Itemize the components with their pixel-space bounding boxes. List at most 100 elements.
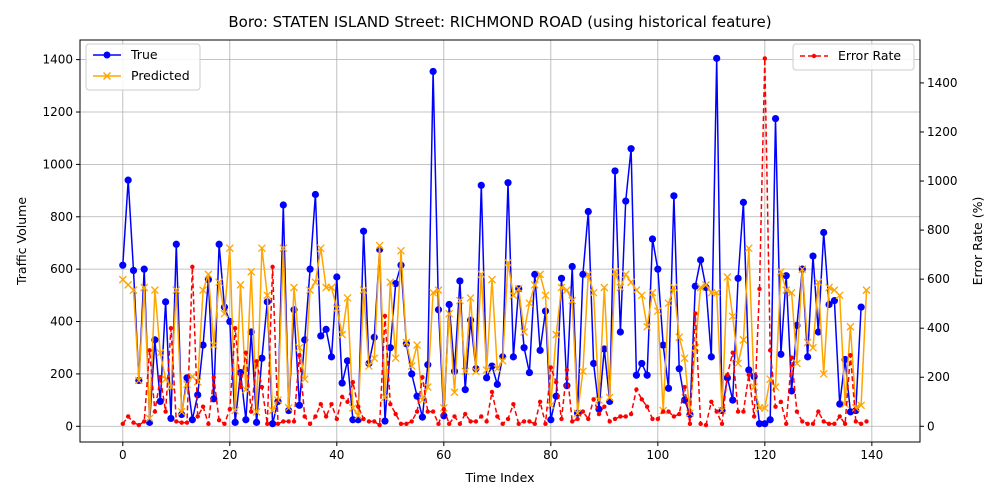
point-error-rate: [778, 399, 784, 404]
point-error-rate: [655, 416, 661, 422]
point-predicted: [568, 296, 577, 305]
point-true: [178, 410, 186, 419]
point-predicted: [728, 312, 737, 321]
point-predicted: [675, 333, 684, 342]
point-predicted: [584, 270, 593, 279]
point-error-rate: [131, 420, 136, 425]
point-error-rate: [612, 416, 618, 422]
point-error-rate: [698, 421, 703, 427]
point-error-rate: [356, 404, 361, 409]
point-error-rate: [473, 419, 479, 424]
point-true: [129, 266, 138, 275]
point-error-rate: [521, 419, 527, 424]
point-true: [504, 179, 512, 187]
point-predicted: [455, 296, 464, 305]
point-error-rate: [452, 414, 457, 419]
point-error-rate: [206, 421, 211, 427]
point-true: [279, 201, 287, 209]
point-true: [386, 344, 394, 352]
point-true: [557, 274, 566, 282]
y-tick-label: 0: [65, 419, 73, 433]
point-error-rate: [864, 419, 869, 424]
point-error-rate: [591, 397, 596, 402]
point-true: [675, 365, 683, 373]
point-true: [295, 401, 303, 409]
point-true: [606, 397, 614, 406]
point-predicted: [702, 280, 710, 289]
point-true: [616, 328, 624, 336]
point-true: [124, 176, 132, 184]
point-true: [536, 346, 544, 354]
point-predicted: [279, 244, 288, 253]
y-tick-label: 1400: [42, 53, 73, 67]
point-error-rate: [634, 387, 639, 392]
legend-right: Error Rate: [792, 43, 915, 71]
point-error-rate: [580, 409, 586, 414]
point-error-rate: [484, 419, 489, 424]
point-predicted: [734, 359, 743, 368]
point-error-rate: [564, 367, 570, 373]
point-error-rate: [527, 419, 532, 424]
x-axis-ticks: 0 20 40 60 80 100 120 140: [119, 442, 883, 462]
point-error-rate: [837, 414, 842, 419]
point-predicted: [193, 377, 202, 386]
point-predicted: [134, 376, 143, 385]
point-error-rate: [639, 397, 644, 402]
point-error-rate: [650, 416, 655, 422]
point-true: [820, 228, 828, 237]
point-true: [359, 227, 368, 235]
point-true: [392, 279, 400, 288]
point-predicted: [680, 354, 689, 363]
point-predicted: [129, 286, 138, 295]
point-predicted: [578, 367, 587, 376]
point-true: [739, 198, 748, 206]
point-predicted: [220, 309, 229, 318]
point-error-rate: [735, 409, 741, 414]
point-true: [664, 384, 673, 392]
point-error-rate: [158, 375, 163, 380]
point-error-rate: [302, 414, 307, 419]
y-right-tick-label: 1000: [927, 174, 958, 188]
legend-error-label: Error Rate: [838, 48, 901, 63]
point-error-rate: [377, 422, 382, 428]
point-error-rate: [703, 422, 709, 428]
point-predicted: [466, 294, 475, 302]
point-predicted: [311, 278, 320, 287]
y-right-tick-label: 400: [927, 321, 950, 335]
point-true: [622, 197, 630, 205]
point-predicted: [616, 283, 625, 292]
point-error-rate: [644, 404, 650, 409]
point-predicted: [407, 362, 416, 371]
point-error-rate: [468, 419, 473, 424]
point-true: [252, 418, 261, 426]
point-true: [509, 353, 517, 361]
point-true: [590, 359, 598, 368]
point-error-rate: [318, 402, 323, 407]
point-error-rate: [746, 372, 751, 377]
point-error-rate: [366, 419, 372, 424]
chart-title: Boro: STATEN ISLAND Street: RICHMOND ROA…: [228, 13, 771, 31]
point-true: [643, 371, 651, 379]
point-error-rate: [446, 421, 452, 427]
point-predicted: [423, 383, 432, 391]
point-error-rate: [762, 56, 768, 61]
point-predicted: [562, 286, 571, 295]
point-error-rate: [570, 419, 575, 424]
point-error-rate: [388, 402, 393, 407]
point-predicted: [445, 309, 454, 318]
point-predicted: [851, 403, 860, 412]
point-predicted: [215, 278, 224, 287]
point-true: [258, 354, 266, 362]
point-error-rate: [586, 416, 591, 422]
point-predicted: [664, 299, 673, 308]
legend-predicted-label: Predicted: [131, 68, 190, 83]
point-true: [408, 370, 416, 378]
y-tick-label: 1200: [42, 105, 73, 119]
point-error-rate: [757, 286, 762, 292]
point-predicted: [514, 284, 523, 293]
point-true: [857, 303, 865, 311]
point-true: [654, 265, 662, 273]
point-predicted: [712, 288, 721, 297]
point-predicted: [391, 354, 400, 363]
point-true: [210, 395, 218, 403]
